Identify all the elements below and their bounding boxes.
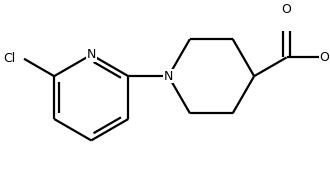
- Text: N: N: [86, 48, 96, 61]
- Text: O: O: [282, 3, 291, 16]
- Text: N: N: [164, 70, 173, 83]
- Text: O: O: [319, 51, 329, 64]
- Text: Cl: Cl: [4, 52, 16, 65]
